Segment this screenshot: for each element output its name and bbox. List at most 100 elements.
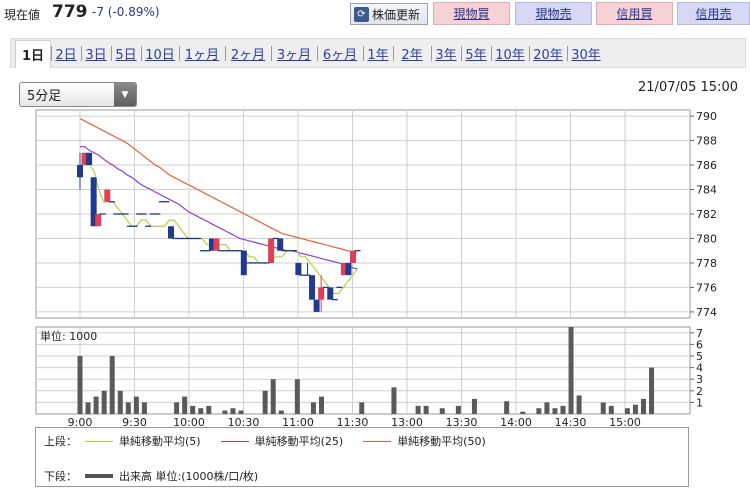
volume-bar [174, 402, 180, 414]
price-y-tick-label: 778 [696, 257, 717, 270]
candle-body [277, 238, 284, 251]
tab-11[interactable]: 3年 [435, 47, 457, 63]
volume-bar [101, 390, 107, 414]
volume-bar [270, 379, 276, 414]
volume-bar [190, 405, 196, 414]
chart-timestamp: 21/07/05 15:00 [638, 80, 738, 95]
tab-8[interactable]: 6ヶ月 [322, 47, 358, 63]
tab-separator [317, 46, 318, 61]
volume-bar [85, 402, 91, 414]
volume-bar [133, 396, 139, 414]
candle-body [168, 226, 174, 239]
legend-ma25: 単純移動平均(25) [254, 435, 344, 448]
legend-ma25-swatch [220, 440, 249, 442]
ma25-line [80, 146, 358, 270]
tab-6[interactable]: 2ヶ月 [230, 47, 266, 63]
tab-9[interactable]: 1年 [367, 47, 389, 63]
x-tick-label: 9:00 [68, 416, 93, 429]
interval-value: 5分足 [27, 89, 62, 104]
price-y-tick-label: 790 [696, 110, 717, 123]
tab-separator [81, 46, 82, 61]
tab-separator [179, 46, 180, 61]
x-tick-label: 9:30 [122, 416, 147, 429]
volume-bar [455, 405, 461, 414]
candle-body [268, 238, 275, 263]
price-header: 現在値 779 -7 (-0.89%) ⟳ 株価更新 現物買 現物売 信用買 信… [0, 0, 750, 28]
candle-body [104, 189, 111, 202]
candle-body [86, 152, 93, 166]
tab-0[interactable]: 1日 [15, 40, 51, 68]
volume-bar [624, 408, 630, 414]
tab-separator [111, 46, 112, 61]
price-y-tick-label: 776 [696, 281, 717, 294]
volume-y-tick-label: 2 [696, 385, 703, 398]
tab-separator [431, 46, 432, 61]
price-y-tick-label: 774 [696, 306, 717, 319]
candle-body [81, 152, 88, 166]
tab-1[interactable]: 2日 [55, 47, 77, 63]
tab-separator [271, 46, 272, 61]
current-price-label: 現在値 [4, 8, 41, 22]
tab-2[interactable]: 3日 [85, 47, 107, 63]
tab-13[interactable]: 10年 [495, 47, 525, 63]
legend-upper-label: 上段： [44, 435, 77, 448]
x-tick-label: 10:30 [228, 416, 260, 429]
tab-14[interactable]: 20年 [533, 47, 563, 63]
volume-bar [117, 390, 123, 414]
legend-ma5-swatch [85, 440, 113, 442]
volume-bar [278, 410, 284, 414]
tab-10[interactable]: 2年 [401, 47, 423, 63]
legend-ma50-swatch [363, 440, 392, 442]
legend-lower-label: 下段： [44, 470, 77, 483]
candle-body [295, 262, 302, 276]
candle-body [313, 299, 320, 312]
legend-volume: 出来高 単位:(1000株/口/枚) [119, 470, 259, 483]
x-tick-label: 11:30 [337, 416, 369, 429]
tab-separator [461, 46, 462, 61]
period-tabs: 1日 2日 3日 5日 10日 1ヶ月 2ヶ月 3ヶ月 6ヶ月 1年 2年 3年 5年 10年 20年 30年 [10, 38, 746, 68]
interval-select[interactable]: 5分足 ▼ [19, 82, 137, 107]
tab-15[interactable]: 30年 [571, 47, 601, 63]
tab-separator [141, 46, 142, 61]
tab-separator [529, 46, 530, 61]
volume-bar [359, 402, 365, 414]
volume-bar [632, 404, 638, 414]
volume-bar [649, 367, 655, 414]
margin-buy-button[interactable]: 信用買 [596, 2, 673, 25]
dropdown-arrow-icon: ▼ [114, 83, 136, 106]
volume-bar [520, 411, 526, 414]
cash-buy-button[interactable]: 現物買 [433, 2, 510, 25]
tab-5[interactable]: 1ヶ月 [184, 47, 220, 63]
tab-12[interactable]: 5年 [465, 47, 487, 63]
x-tick-label: 15:00 [609, 416, 641, 429]
volume-bar [560, 405, 566, 414]
margin-sell-button[interactable]: 信用売 [677, 2, 750, 25]
cash-sell-button[interactable]: 現物売 [515, 2, 592, 25]
volume-bar [182, 396, 188, 414]
volume-bar [294, 379, 300, 414]
volume-bar [125, 402, 131, 414]
volume-bar [77, 356, 83, 414]
volume-bar [641, 398, 646, 414]
volume-bar [415, 405, 421, 414]
x-tick-label: 13:30 [446, 416, 478, 429]
x-tick-label: 11:00 [282, 416, 314, 429]
price-y-tick-label: 788 [696, 135, 717, 148]
volume-bar [262, 390, 268, 414]
tab-3[interactable]: 5日 [115, 47, 137, 63]
tab-4[interactable]: 10日 [145, 47, 175, 63]
volume-bar [504, 401, 510, 414]
x-tick-label: 13:00 [391, 416, 423, 429]
price-y-tick-label: 786 [696, 159, 717, 172]
volume-bar [238, 410, 244, 414]
candle-body [340, 262, 347, 276]
volume-bar [141, 402, 147, 414]
volume-bar [310, 402, 316, 414]
volume-y-tick-label: 7 [696, 327, 703, 340]
candle-body [350, 250, 356, 263]
update-price-button[interactable]: ⟳ 株価更新 [350, 3, 428, 25]
volume-bar [198, 408, 204, 414]
candle-body [309, 275, 316, 300]
tab-7[interactable]: 3ヶ月 [276, 47, 312, 63]
